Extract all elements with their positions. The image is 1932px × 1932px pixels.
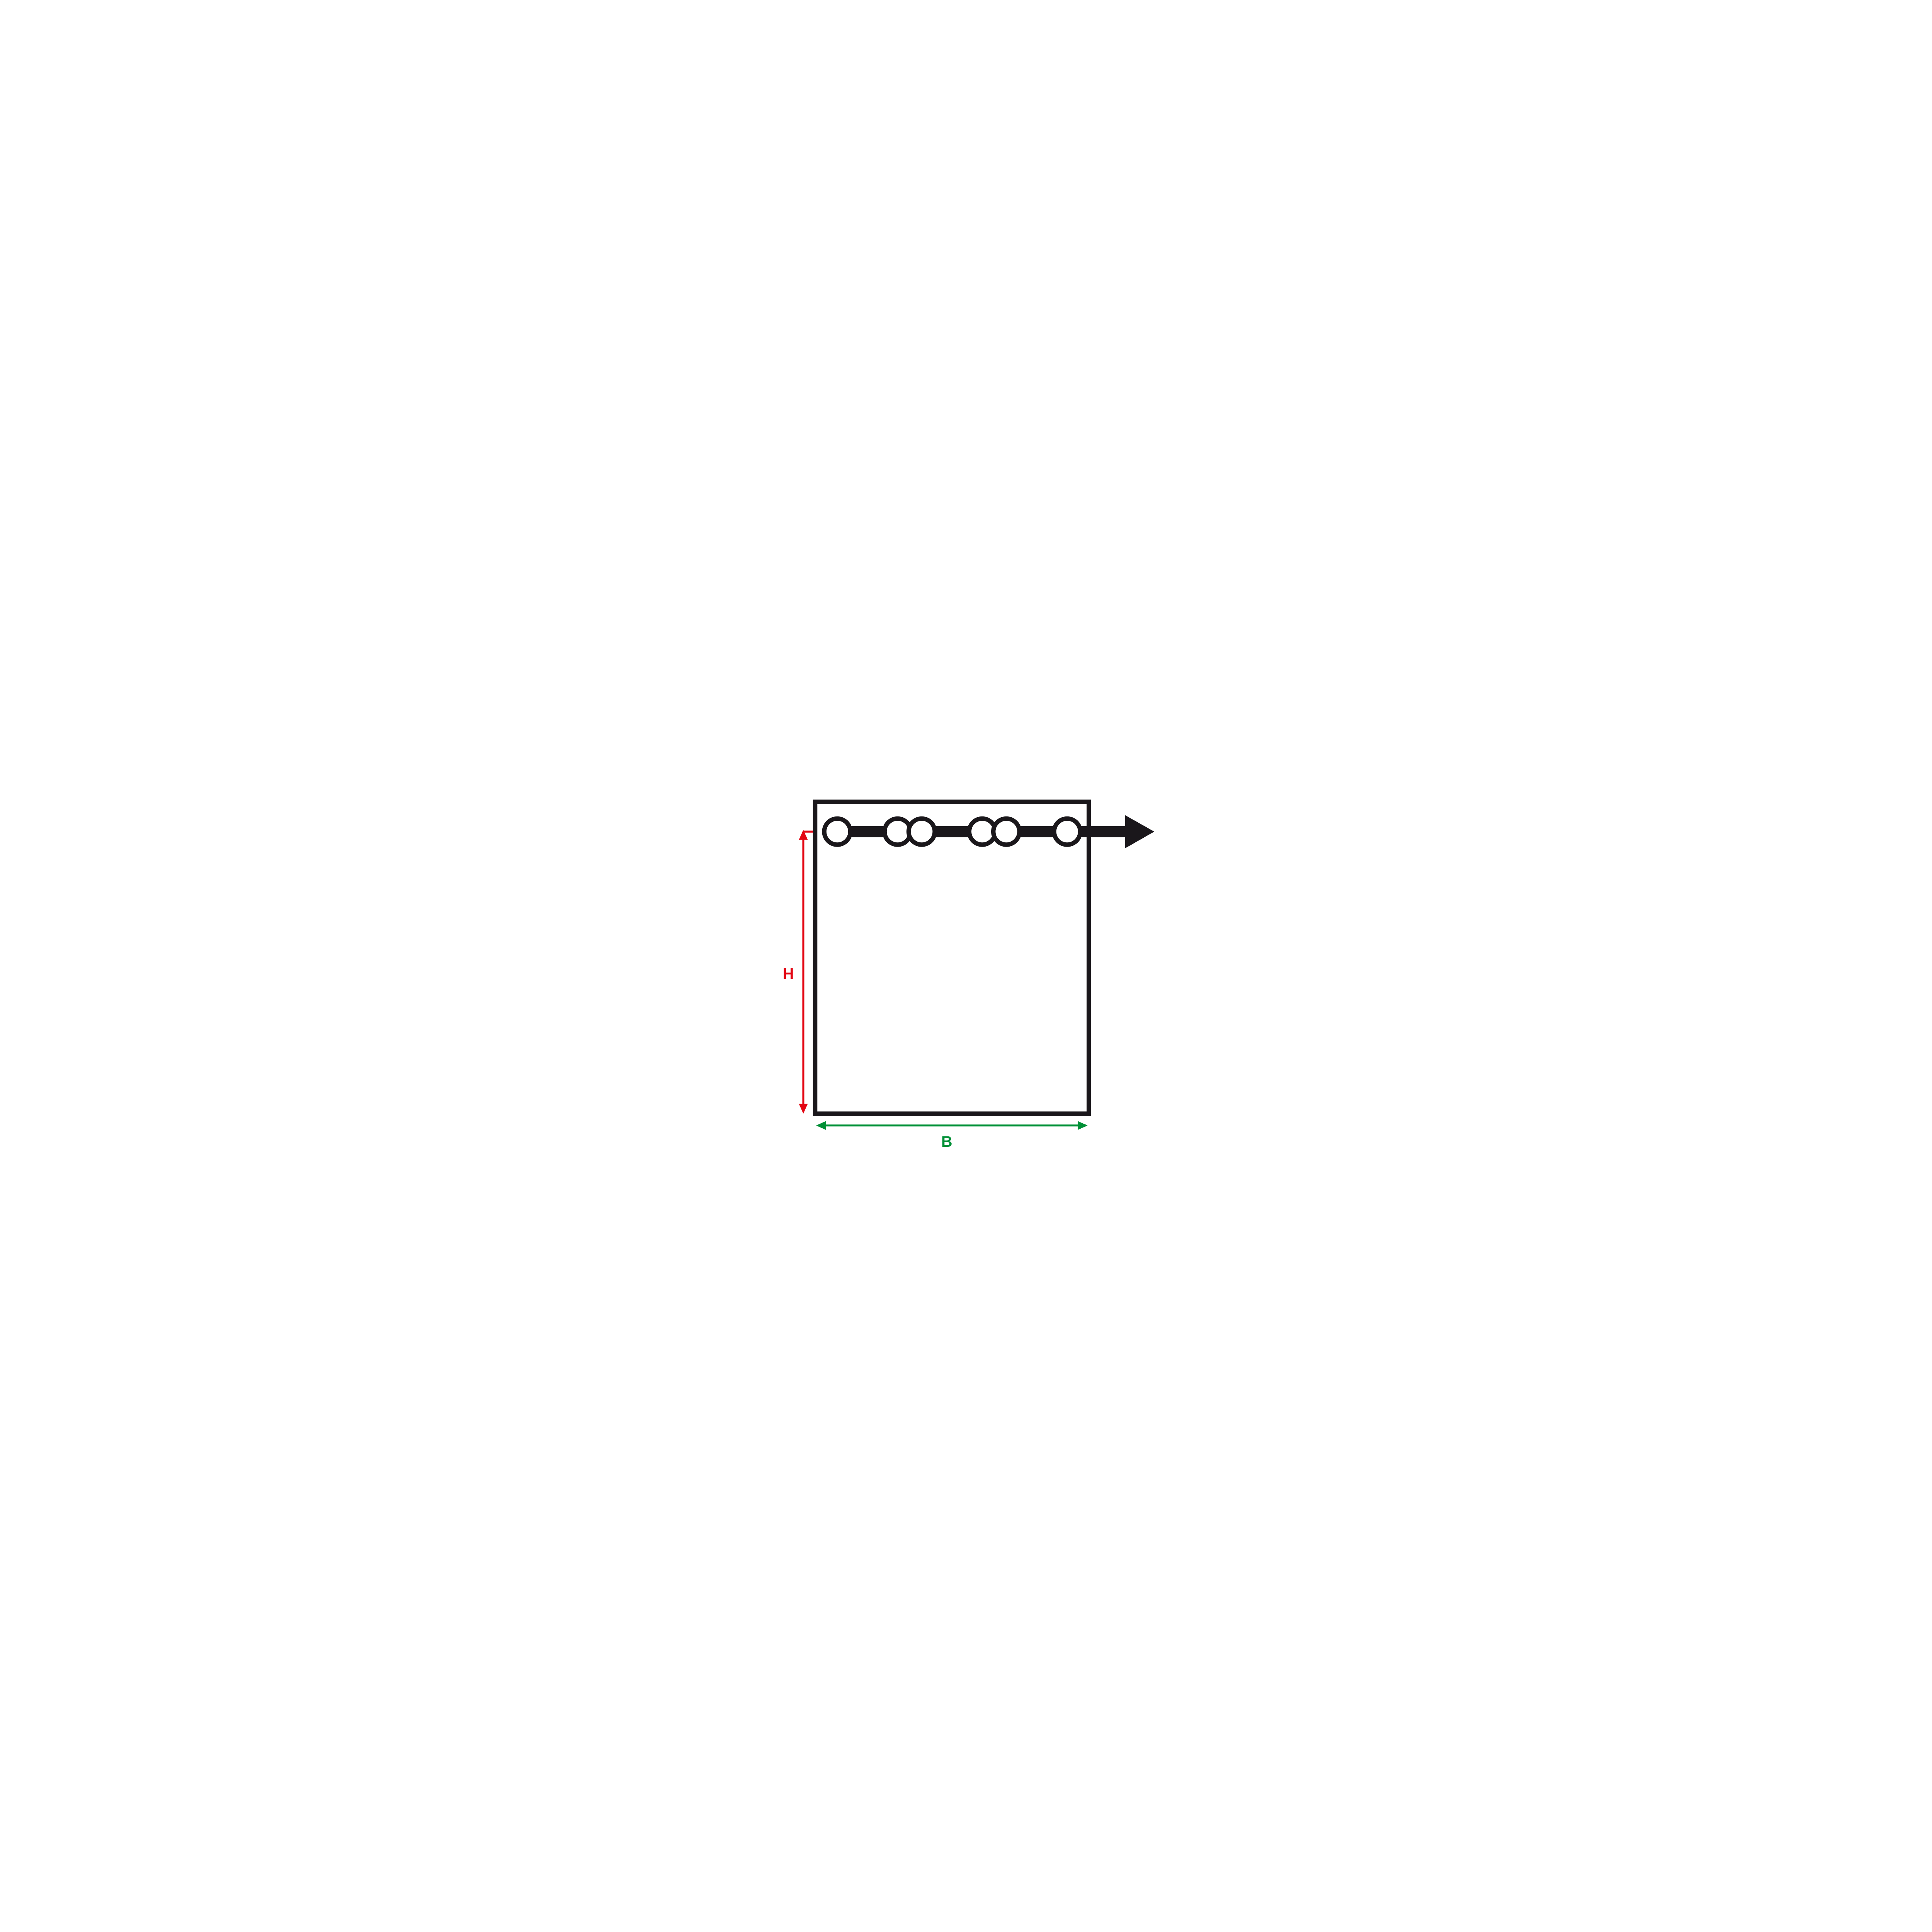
curtain-panel bbox=[815, 802, 1089, 1114]
diagram-canvas: HB bbox=[0, 0, 1932, 1932]
curtain-diagram: HB bbox=[773, 773, 1159, 1159]
height-dim-label: H bbox=[783, 965, 794, 982]
eyelet-5 bbox=[1054, 818, 1080, 845]
eyelet-4 bbox=[993, 818, 1020, 845]
width-dim-label: B bbox=[941, 1133, 952, 1150]
eyelet-2 bbox=[909, 818, 935, 845]
eyelet-0 bbox=[824, 818, 850, 845]
